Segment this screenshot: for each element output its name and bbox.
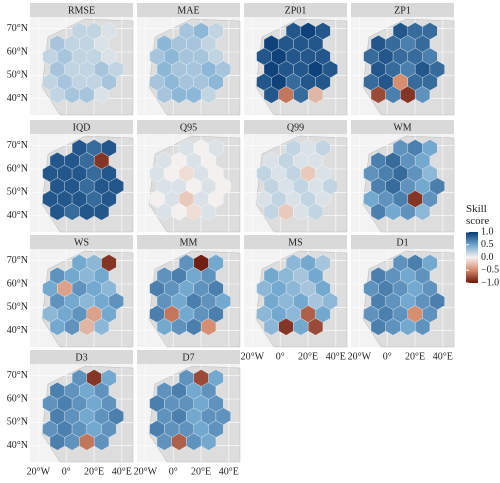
hex-cell	[201, 203, 217, 221]
x-tick-label: 20°E	[298, 351, 318, 362]
y-tick-label: 70°N	[7, 255, 28, 266]
strip	[30, 235, 133, 249]
x-tick-label: 40°E	[433, 351, 453, 362]
panel-title: D7	[182, 352, 194, 363]
strip	[30, 120, 133, 134]
x-tick-label: 0°	[169, 466, 178, 477]
x-tick-label: 0°	[62, 466, 71, 477]
hex-cell	[308, 318, 324, 336]
panel-title: Q99	[287, 122, 304, 133]
y-tick-label: 60°N	[7, 278, 28, 289]
strip	[351, 120, 454, 134]
panel-title: MS	[288, 237, 302, 248]
strip	[137, 3, 240, 17]
colorbar-label: −1.0	[481, 277, 499, 288]
x-tick-label: 20°E	[84, 466, 104, 477]
strip	[30, 350, 133, 364]
hex-cell	[94, 86, 110, 104]
y-tick-label: 60°N	[7, 393, 28, 404]
y-tick-label: 70°N	[7, 23, 28, 34]
x-tick-label: 20°E	[405, 351, 425, 362]
y-tick-label: 40°N	[7, 325, 28, 336]
x-tick-label: 40°E	[219, 466, 239, 477]
strip	[351, 3, 454, 17]
y-tick-label: 70°N	[7, 140, 28, 151]
x-tick-label: 0°	[383, 351, 392, 362]
panel-title: ZP1	[394, 5, 411, 16]
y-tick-label: 50°N	[7, 417, 28, 428]
x-tick-label: 20°W	[241, 351, 265, 362]
panel-title: Q95	[180, 122, 197, 133]
y-tick-label: 50°N	[7, 70, 28, 81]
hex-cell	[201, 86, 217, 104]
y-tick-label: 40°N	[7, 93, 28, 104]
strip	[351, 235, 454, 249]
hex-cell	[94, 318, 110, 336]
y-tick-label: 50°N	[7, 187, 28, 198]
x-tick-label: 20°E	[191, 466, 211, 477]
hex-cell	[201, 318, 217, 336]
panel-title: RMSE	[68, 5, 95, 16]
panel-title: IQD	[73, 122, 91, 133]
panel-title: WM	[393, 122, 411, 133]
y-tick-label: 50°N	[7, 302, 28, 313]
colorbar-label: 0.0	[481, 252, 494, 263]
panel-title: MAE	[177, 5, 199, 16]
x-tick-label: 20°W	[27, 466, 51, 477]
x-tick-label: 0°	[276, 351, 285, 362]
strip	[137, 235, 240, 249]
hex-cell	[308, 86, 324, 104]
colorbar-label: −0.5	[481, 265, 499, 276]
hex-cell	[415, 318, 431, 336]
panel-title: ZP01	[285, 5, 307, 16]
y-tick-label: 60°N	[7, 46, 28, 57]
panel-title: MM	[180, 237, 198, 248]
y-tick-label: 40°N	[7, 210, 28, 221]
y-tick-label: 60°N	[7, 163, 28, 174]
panel-title: D1	[396, 237, 408, 248]
x-tick-label: 40°E	[112, 466, 132, 477]
hex-cell	[94, 433, 110, 451]
hex-cell	[94, 203, 110, 221]
strip	[30, 3, 133, 17]
hex-cell	[415, 86, 431, 104]
y-tick-label: 40°N	[7, 440, 28, 451]
colorbar-label: 0.5	[481, 239, 494, 250]
strip	[244, 120, 347, 134]
hex-cell	[415, 203, 431, 221]
panel-title: WS	[74, 237, 89, 248]
x-tick-label: 40°E	[326, 351, 346, 362]
panel-title: D3	[75, 352, 87, 363]
x-tick-label: 20°W	[134, 466, 158, 477]
y-tick-label: 70°N	[7, 370, 28, 381]
hex-cell	[308, 203, 324, 221]
hex-cell	[201, 433, 217, 451]
colorbar-label: 1.0	[481, 226, 494, 237]
strip	[137, 120, 240, 134]
strip	[137, 350, 240, 364]
x-tick-label: 20°W	[348, 351, 372, 362]
strip	[244, 3, 347, 17]
colorbar-title: Skill score	[466, 203, 490, 227]
strip	[244, 235, 347, 249]
